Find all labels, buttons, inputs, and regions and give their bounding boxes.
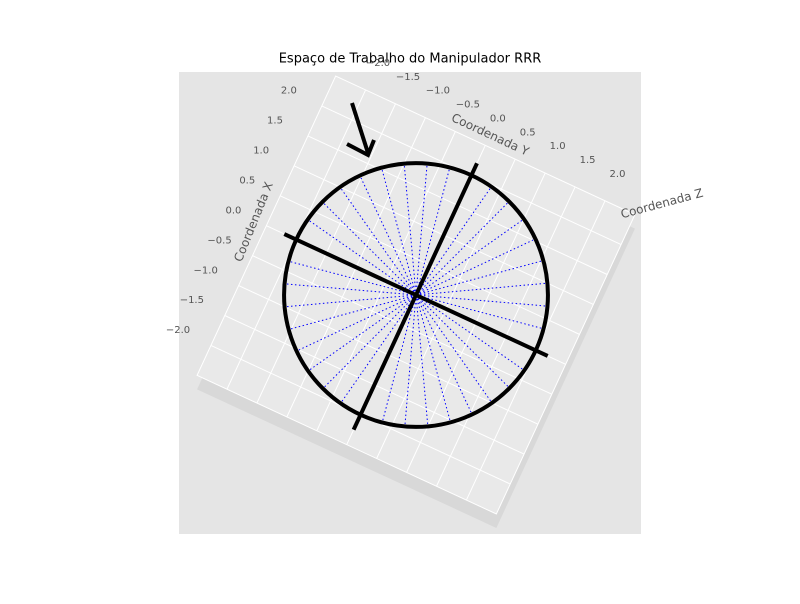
x-tick-label: 0.0 [225,205,241,216]
y-tick-label: 0.5 [520,127,536,138]
x-tick-label: −2.0 [166,325,190,336]
x-tick-label: −0.5 [207,235,231,246]
x-tick-label: −1.0 [194,265,218,276]
link [351,162,479,431]
x-tick-label: 1.5 [267,116,283,127]
y-tick-label: 0.0 [490,113,506,124]
x-tick-label: 1.0 [253,146,269,157]
x-tick-label: 2.0 [281,86,297,97]
x-tick-label: −1.5 [180,295,204,306]
y-tick-label: 1.5 [580,155,596,166]
annotation-arrow [346,102,376,158]
y-tick-label: 2.0 [610,169,626,180]
y-tick-label: 1.0 [550,141,566,152]
y-tick-label: −1.5 [396,72,420,83]
y-tick-label: −1.0 [426,86,450,97]
y-tick-label: −0.5 [456,100,480,111]
y-tick-label: −2.0 [366,58,390,69]
workspace-boundary [282,161,550,429]
x-tick-label: 0.5 [239,176,255,187]
chart-title: Espaço de Trabalho do Manipulador RRR [279,52,542,67]
